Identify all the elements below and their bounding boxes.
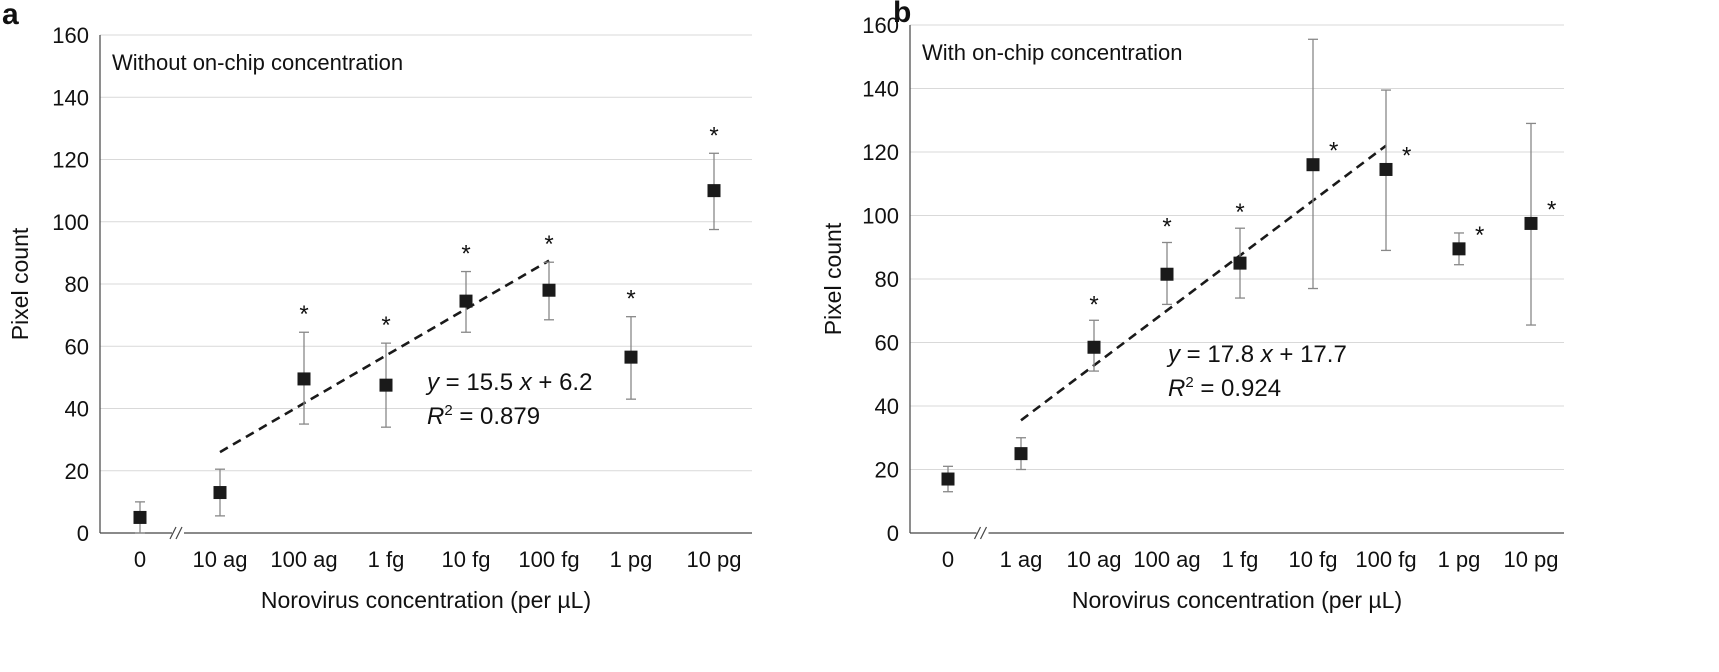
data-point bbox=[213, 486, 227, 500]
y-tick-label: 20 bbox=[875, 458, 899, 483]
significance-star: * bbox=[1235, 199, 1244, 226]
y-tick-label: 80 bbox=[65, 272, 89, 297]
significance-star: * bbox=[626, 286, 635, 313]
x-tick-label: 10 fg bbox=[1289, 547, 1338, 572]
panel-title: With on-chip concentration bbox=[922, 40, 1182, 65]
x-tick-label: 100 ag bbox=[270, 547, 337, 572]
significance-star: * bbox=[709, 122, 718, 149]
x-tick-label: 1 fg bbox=[1222, 547, 1259, 572]
axis-break-slash bbox=[973, 526, 982, 540]
significance-star: * bbox=[1089, 291, 1098, 318]
y-tick-label: 80 bbox=[875, 267, 899, 292]
data-point bbox=[1452, 242, 1466, 256]
data-point bbox=[1306, 158, 1320, 172]
x-tick-label: 10 pg bbox=[686, 547, 741, 572]
r-squared: R2 = 0.924 bbox=[1168, 374, 1281, 402]
x-tick-label: 100 fg bbox=[518, 547, 579, 572]
x-axis-title: Norovirus concentration (per µL) bbox=[261, 587, 591, 613]
y-tick-label: 40 bbox=[875, 394, 899, 419]
y-tick-label: 60 bbox=[875, 331, 899, 356]
y-tick-label: 160 bbox=[862, 13, 899, 38]
data-point bbox=[624, 350, 638, 364]
significance-star: * bbox=[299, 301, 308, 328]
x-axis-title: Norovirus concentration (per µL) bbox=[1072, 587, 1402, 613]
significance-star: * bbox=[544, 231, 553, 258]
x-tick-label: 10 ag bbox=[1066, 547, 1121, 572]
significance-star: * bbox=[1162, 213, 1171, 240]
panel-label: b bbox=[893, 0, 911, 29]
data-point bbox=[1014, 447, 1028, 461]
x-tick-label: 1 pg bbox=[610, 547, 653, 572]
y-tick-label: 0 bbox=[887, 521, 899, 546]
data-point bbox=[379, 378, 393, 392]
axis-break-slash bbox=[175, 526, 183, 540]
y-tick-label: 140 bbox=[52, 85, 89, 110]
data-point bbox=[1087, 340, 1101, 354]
data-point bbox=[542, 283, 556, 297]
x-tick-label: 100 fg bbox=[1355, 547, 1416, 572]
x-tick-label: 1 pg bbox=[1438, 547, 1481, 572]
axis-break-marker bbox=[973, 525, 989, 541]
data-point bbox=[297, 372, 311, 386]
data-point bbox=[1233, 256, 1247, 270]
data-point bbox=[459, 294, 473, 308]
y-tick-label: 20 bbox=[65, 459, 89, 484]
significance-star: * bbox=[1475, 222, 1484, 249]
x-tick-label: 10 ag bbox=[192, 547, 247, 572]
x-tick-label: 10 fg bbox=[442, 547, 491, 572]
axis-break-slash bbox=[979, 526, 988, 540]
panel-b: b 0 20 40 60 80 100 120 140 160 0 1 ag 10 ag 100 ag 1 … bbox=[820, 0, 1564, 613]
significance-star: * bbox=[1402, 142, 1411, 169]
y-tick-label: 100 bbox=[52, 210, 89, 235]
panel-a: a 0 20 40 60 80 100 120 140 160 0 10 ag 100 ag 1 fg 10… bbox=[2, 0, 752, 613]
y-tick-label: 160 bbox=[52, 23, 89, 48]
x-tick-label: 1 ag bbox=[1000, 547, 1043, 572]
x-tick-label: 1 fg bbox=[368, 547, 405, 572]
axis-break-marker bbox=[169, 525, 184, 541]
x-tick-label: 0 bbox=[134, 547, 146, 572]
data-point bbox=[941, 472, 955, 486]
data-point bbox=[1524, 216, 1538, 230]
y-tick-label: 40 bbox=[65, 397, 89, 422]
x-tick-label: 10 pg bbox=[1503, 547, 1558, 572]
significance-star: * bbox=[1547, 196, 1556, 223]
y-tick-label: 140 bbox=[862, 77, 899, 102]
y-axis-title: Pixel count bbox=[820, 222, 846, 335]
data-point bbox=[1379, 162, 1393, 176]
data-point bbox=[1160, 267, 1174, 281]
y-tick-label: 60 bbox=[65, 334, 89, 359]
panel-title: Without on-chip concentration bbox=[112, 50, 403, 75]
y-tick-label: 100 bbox=[862, 204, 899, 229]
data-point bbox=[707, 184, 721, 198]
y-tick-label: 0 bbox=[77, 521, 89, 546]
regression-equation: y = 15.5 x + 6.2 bbox=[425, 369, 592, 396]
trendline bbox=[1020, 144, 1387, 422]
r-squared: R2 = 0.879 bbox=[427, 402, 540, 430]
regression-equation: y = 17.8 x + 17.7 bbox=[1166, 341, 1347, 368]
panel-label: a bbox=[2, 0, 19, 31]
y-axis-title: Pixel count bbox=[7, 227, 33, 340]
axis-break-slash bbox=[169, 526, 177, 540]
trendline bbox=[219, 259, 550, 454]
x-tick-label: 100 ag bbox=[1133, 547, 1200, 572]
significance-star: * bbox=[461, 241, 470, 268]
y-tick-label: 120 bbox=[862, 140, 899, 165]
y-tick-label: 120 bbox=[52, 148, 89, 173]
data-point bbox=[133, 510, 147, 524]
x-tick-label: 0 bbox=[942, 547, 954, 572]
significance-star: * bbox=[1329, 138, 1338, 165]
significance-star: * bbox=[381, 312, 390, 339]
